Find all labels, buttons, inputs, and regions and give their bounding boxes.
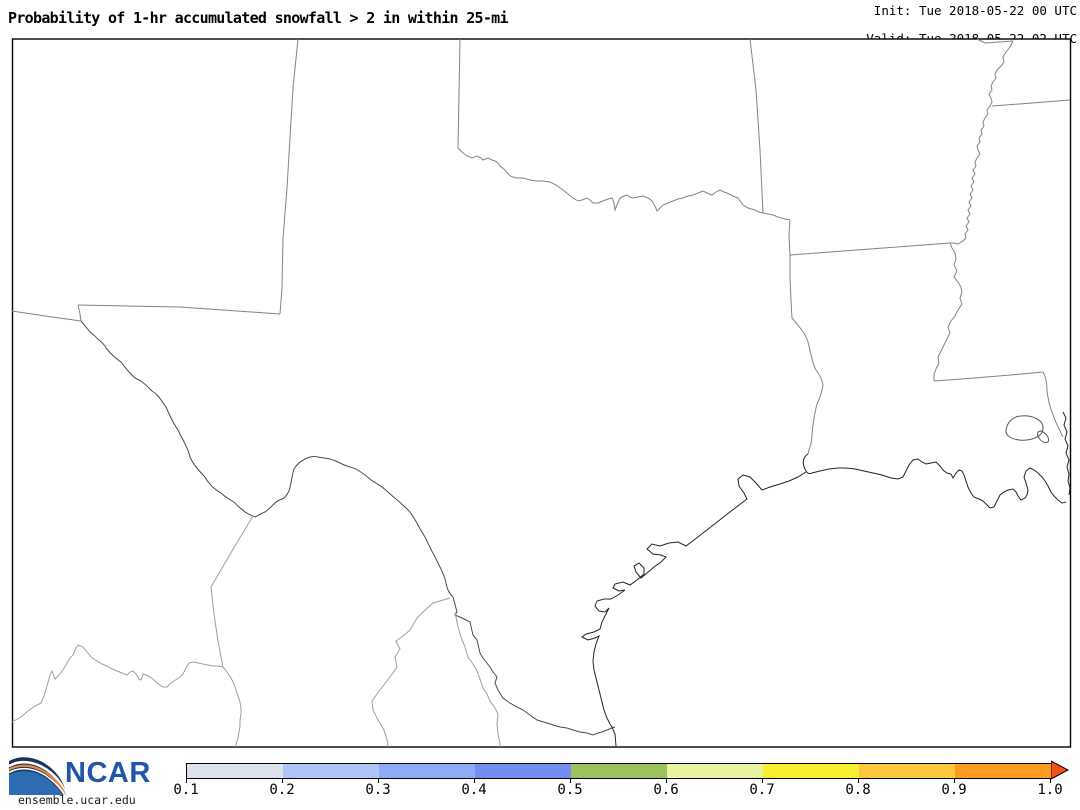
state-border-new-mexico-east xyxy=(279,38,299,315)
state-border-oklahoma-east xyxy=(749,38,764,214)
state-border-new-mexico-south xyxy=(77,304,281,315)
colorbar-arrow-icon xyxy=(1051,760,1070,780)
coastline-marsh-east-edge xyxy=(1062,411,1071,496)
ncar-logo-text: NCAR xyxy=(65,757,151,789)
colorbar-tick xyxy=(954,779,955,783)
border-mexico-nuevo-leon-tamaulipas xyxy=(454,611,501,747)
ncar-logo-white-arc xyxy=(8,760,66,794)
coastline-texas-gulf xyxy=(581,471,807,747)
state-border-tennessee-mississippi xyxy=(991,99,1071,107)
ncar-logo-icon xyxy=(8,757,66,796)
colorbar-segment xyxy=(283,764,379,778)
border-mexico-coahuila-nuevo-leon xyxy=(371,597,451,748)
site-url-label: ensemble.ucar.edu xyxy=(18,793,136,807)
colorbar-segment xyxy=(763,764,859,778)
border-mexico-new-mexico xyxy=(11,310,82,322)
colorbar-tick-label: 0.4 xyxy=(461,782,487,798)
colorbar-segment xyxy=(187,764,283,778)
coastline-louisiana xyxy=(802,453,1067,509)
init-time-label: Init: Tue 2018-05-22 00 UTC xyxy=(873,3,1077,18)
border-mexico-durango-west xyxy=(11,644,242,747)
border-mexico-chihuahua-coahuila xyxy=(210,515,254,668)
colorbar-tick xyxy=(378,779,379,783)
colorbar-tick xyxy=(1050,779,1051,783)
lake-small-southeast xyxy=(1037,430,1049,444)
state-border-el-paso-jog xyxy=(77,304,82,322)
colorbar-segment xyxy=(571,764,667,778)
ncar-logo-white-arc-lower xyxy=(8,767,66,796)
colorbar-tick xyxy=(858,779,859,783)
river-mississippi xyxy=(933,40,1014,381)
state-border-texas-arkansas-sabine xyxy=(788,219,824,455)
colorbar-tick-label: 0.3 xyxy=(365,782,391,798)
page-title: Probability of 1-hr accumulated snowfall… xyxy=(8,9,509,27)
colorbar-tick xyxy=(474,779,475,783)
lake-pontchartrain xyxy=(1005,415,1044,441)
colorbar-tick xyxy=(570,779,571,783)
colorbar-tick xyxy=(762,779,763,783)
colorbar-tick-label: 0.5 xyxy=(557,782,583,798)
colorbar-tick-label: 0.7 xyxy=(749,782,775,798)
colorbar-segment xyxy=(475,764,571,778)
colorbar-tick-label: 0.6 xyxy=(653,782,679,798)
colorbar-tick xyxy=(186,779,187,783)
colorbar-segment xyxy=(379,764,475,778)
colorbar-tick-label: 1.0 xyxy=(1037,782,1063,798)
ncar-logo-orange-arc xyxy=(8,764,66,796)
colorbar-tick-label: 0.9 xyxy=(941,782,967,798)
state-border-missouri-corner xyxy=(976,38,1014,44)
state-border-arkansas-louisiana xyxy=(789,242,951,256)
colorbar-tick-label: 0.1 xyxy=(173,782,199,798)
colorbar-tick xyxy=(666,779,667,783)
colorbar-tick-label: 0.2 xyxy=(269,782,295,798)
ncar-logo-blue-swoosh xyxy=(9,771,63,795)
map-frame xyxy=(11,38,1072,748)
colorbar-segment xyxy=(859,764,955,778)
state-border-louisiana-mississippi xyxy=(933,371,1064,438)
river-rio-grande xyxy=(80,320,616,736)
colorbar-segment xyxy=(955,764,1051,778)
colorbar xyxy=(186,763,1052,779)
colorbar-tick xyxy=(282,779,283,783)
colorbar-arrow-shape xyxy=(1051,760,1070,780)
colorbar-segment xyxy=(667,764,763,778)
colorbar-tick-label: 0.8 xyxy=(845,782,871,798)
state-border-oklahoma-red-river xyxy=(457,38,791,221)
